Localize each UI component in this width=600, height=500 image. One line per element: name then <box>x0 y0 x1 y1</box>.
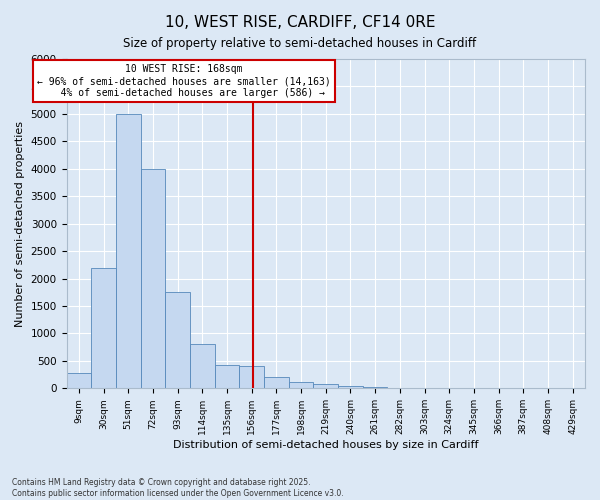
Y-axis label: Number of semi-detached properties: Number of semi-detached properties <box>15 120 25 326</box>
X-axis label: Distribution of semi-detached houses by size in Cardiff: Distribution of semi-detached houses by … <box>173 440 479 450</box>
Bar <box>91 268 116 388</box>
Bar <box>264 378 289 388</box>
Bar <box>116 114 140 388</box>
Text: Contains HM Land Registry data © Crown copyright and database right 2025.
Contai: Contains HM Land Registry data © Crown c… <box>12 478 344 498</box>
Text: Size of property relative to semi-detached houses in Cardiff: Size of property relative to semi-detach… <box>124 38 476 51</box>
Bar <box>190 344 215 389</box>
Bar <box>338 386 363 388</box>
Bar <box>215 366 239 388</box>
Text: 10, WEST RISE, CARDIFF, CF14 0RE: 10, WEST RISE, CARDIFF, CF14 0RE <box>165 15 435 30</box>
Bar <box>140 169 165 388</box>
Bar <box>239 366 264 388</box>
Text: 10 WEST RISE: 168sqm
← 96% of semi-detached houses are smaller (14,163)
   4% of: 10 WEST RISE: 168sqm ← 96% of semi-detac… <box>37 64 331 98</box>
Bar <box>165 292 190 388</box>
Bar <box>313 384 338 388</box>
Bar <box>289 382 313 388</box>
Bar <box>363 386 388 388</box>
Bar <box>67 373 91 388</box>
